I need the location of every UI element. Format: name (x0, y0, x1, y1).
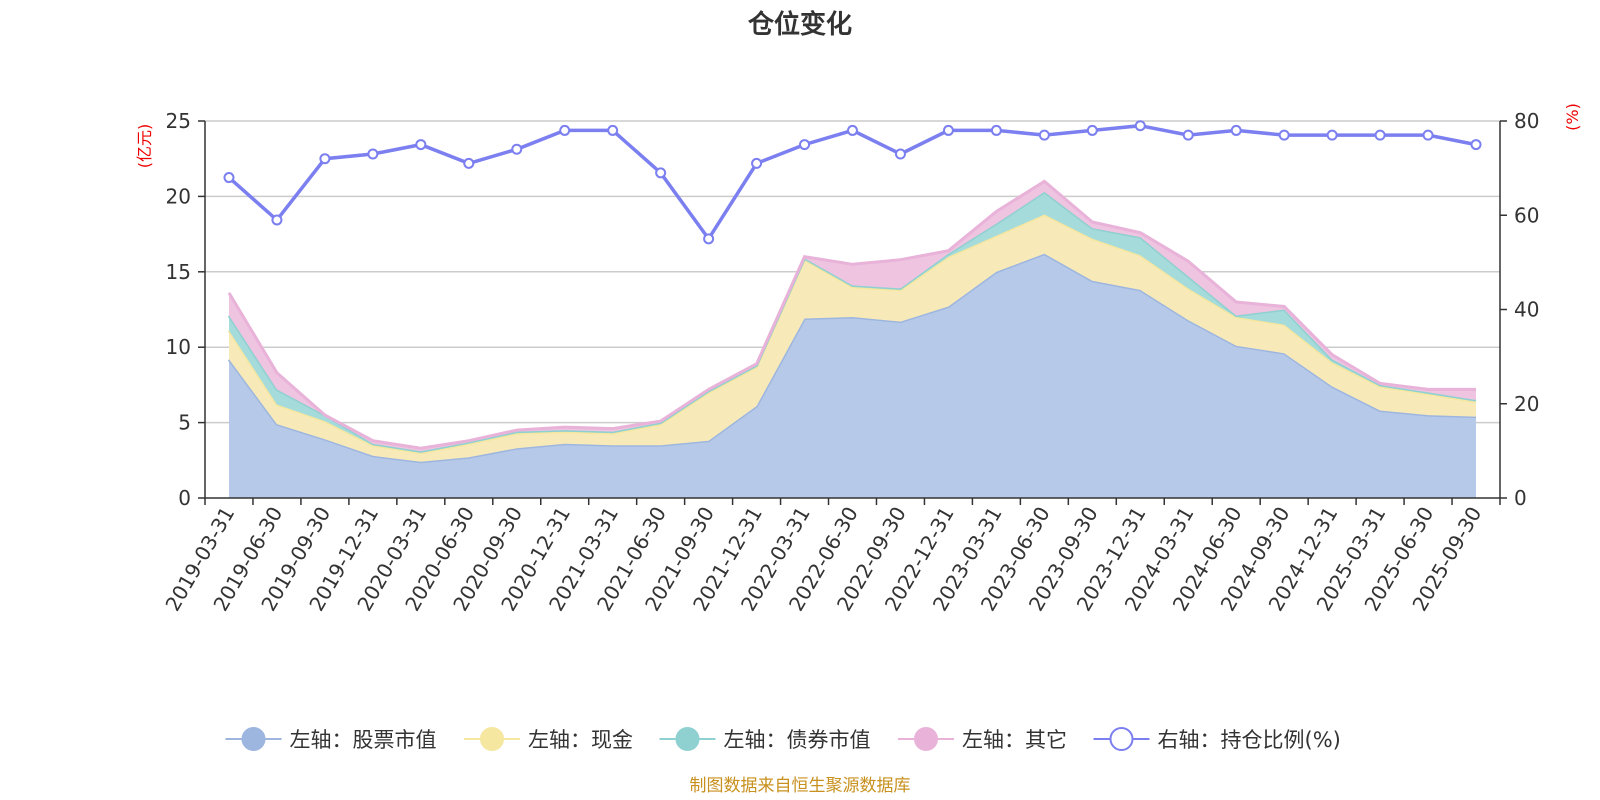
ratio-point (1278, 129, 1290, 141)
legend-swatch-marker (675, 727, 700, 751)
ratio-point (1470, 139, 1482, 151)
legend-item: 左轴：债券市值 (659, 727, 871, 752)
ratio-point (223, 172, 235, 184)
ratio-point (319, 153, 331, 165)
right-axis-tick-label: 80 (1514, 109, 1539, 133)
data-source-note: 制图数据来自恒生聚源数据库 (690, 776, 911, 796)
right-axis-unit: (%) (1563, 103, 1582, 131)
area-左轴：现金 (229, 214, 1476, 462)
legend-item: 右轴：持仓比例(%) (1093, 727, 1341, 752)
ratio-point (1134, 120, 1146, 132)
ratio-point (367, 148, 379, 160)
left-axis-tick-label: 0 (178, 486, 191, 510)
legend-swatch-marker (480, 727, 504, 751)
ratio-point (1038, 129, 1050, 141)
legend-label: 左轴：债券市值 (724, 728, 871, 752)
area-左轴：股票市值 (229, 253, 1476, 498)
left-axis-tick-label: 10 (166, 335, 191, 359)
right-axis-tick-label: 20 (1514, 392, 1539, 416)
legend-item: 左轴：其它 (898, 727, 1067, 752)
ratio-point (751, 157, 763, 169)
legend-swatch-marker (914, 727, 938, 751)
ratio-point (415, 139, 427, 151)
left-axis-tick-label: 25 (166, 109, 191, 133)
ratio-point (511, 143, 523, 155)
right-axis-tick-label: 0 (1514, 486, 1527, 510)
ratio-point (942, 124, 954, 136)
ratio-point (655, 167, 667, 179)
ratio-point (703, 233, 715, 245)
ratio-point (894, 148, 906, 160)
ratio-point (1422, 129, 1434, 141)
legend-label: 左轴：其它 (962, 728, 1067, 752)
ratio-point (1086, 124, 1098, 136)
stacked-areas (227, 179, 1477, 498)
ratio-point (1374, 129, 1386, 141)
area-edge-左轴：其它 (227, 179, 1476, 450)
chart-title: 仓位变化 (747, 9, 852, 40)
legend-item: 左轴：股票市值 (225, 727, 437, 752)
right-axis-tick-label: 40 (1514, 298, 1539, 322)
area-左轴：其它 (229, 181, 1476, 452)
ratio-point (271, 214, 283, 226)
ratio-point (1182, 129, 1194, 141)
ratio-point (1230, 124, 1242, 136)
ratio-point (990, 124, 1002, 136)
left-axis-tick-label: 15 (166, 260, 191, 284)
legend-swatch-marker (1109, 727, 1134, 751)
ratio-point (559, 124, 571, 136)
ratio-point (1326, 129, 1338, 141)
ratio-line (223, 120, 1482, 245)
ratio-point (847, 124, 858, 136)
left-axis-tick-label: 20 (166, 184, 191, 208)
legend-label: 左轴：股票市值 (290, 728, 437, 752)
ratio-point (607, 124, 619, 136)
legend-item: 左轴：现金 (464, 727, 633, 752)
ratio-point (463, 157, 475, 169)
legend-swatch-marker (241, 727, 266, 751)
legend-label: 右轴：持仓比例(%) (1158, 728, 1341, 752)
right-axis-tick-label: 60 (1514, 203, 1539, 227)
left-axis-tick-label: 5 (178, 411, 191, 435)
left-axis-unit: (亿元) (135, 124, 154, 169)
ratio-point (799, 139, 811, 151)
legend: 左轴：股票市值 左轴：现金 左轴：债券市值 左轴：其它 右轴：持仓比例(%) (225, 727, 1341, 752)
legend-label: 左轴：现金 (528, 728, 633, 752)
